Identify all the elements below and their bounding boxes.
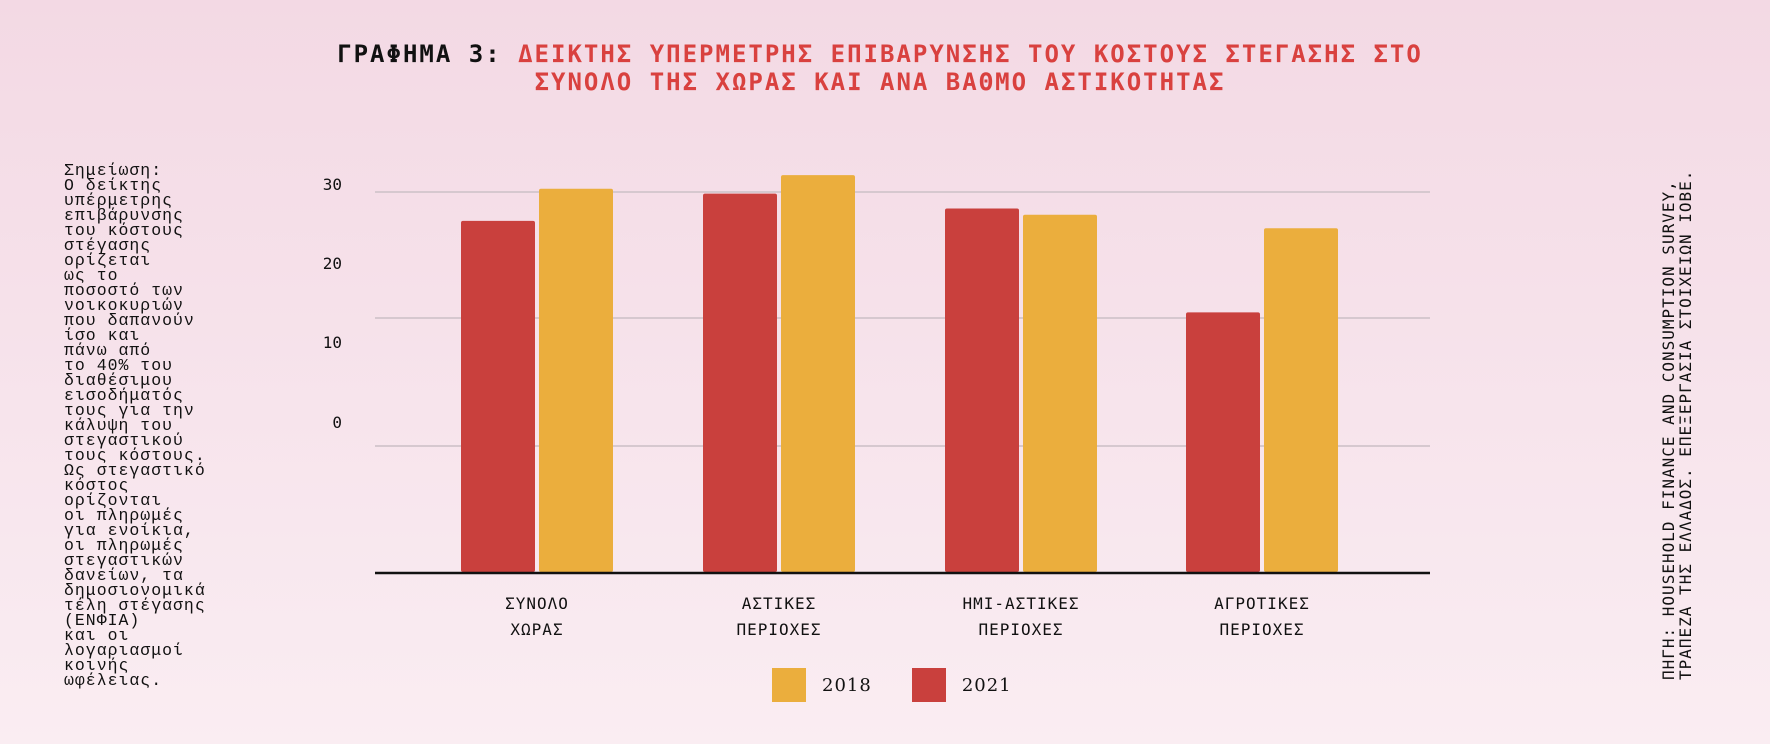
- x-category-label: ΑΓΡΟΤΙΚΕΣ: [1214, 594, 1310, 613]
- x-category-label: ΠΕΡΙΟΧΕΣ: [1219, 620, 1304, 639]
- bar-2021: [945, 208, 1019, 572]
- title-line1: ΔΕΙΚΤΗΣ ΥΠΕΡΜΕΤΡΗΣ ΕΠΙΒΑΡΥΝΣΗΣ ΤΟΥ ΚΟΣΤΟ…: [518, 40, 1423, 68]
- chart-title: ΓΡΑΦΗΜΑ 3: ΔΕΙΚΤΗΣ ΥΠΕΡΜΕΤΡΗΣ ΕΠΙΒΑΡΥΝΣΗ…: [240, 40, 1520, 96]
- title-line2: ΣΥΝΟΛΟ ΤΗΣ ΧΩΡΑΣ ΚΑΙ ΑΝΑ ΒΑΘΜΟ ΑΣΤΙΚΟΤΗΤ…: [534, 68, 1226, 96]
- bar-2018: [1023, 214, 1097, 572]
- y-tick-label: 10: [323, 333, 342, 352]
- source-line1: ΠΗΓΗ: HOUSEHOLD FINANCE AND CONSUMPTION …: [1659, 180, 1678, 680]
- note-text: Σημείωση: Ο δείκτης υπέρμετρης επιβάρυνσ…: [64, 161, 206, 690]
- bar-2021: [461, 220, 535, 572]
- chart-legend: 2018 2021: [772, 668, 1052, 702]
- legend-label-2018: 2018: [822, 674, 872, 696]
- source-line2: ΤΡΑΠΕΖΑ ΤΗΣ ΕΛΛΑΔΟΣ. ΕΠΕΞΕΡΓΑΣΙΑ ΣΤΟΙΧΕΙ…: [1676, 169, 1695, 680]
- legend-label-2021: 2021: [961, 674, 1012, 696]
- legend-swatch-2021: [911, 668, 946, 702]
- bar-2018: [1264, 228, 1338, 573]
- source-text: ΠΗΓΗ: HOUSEHOLD FINANCE AND CONSUMPTION …: [1659, 100, 1695, 680]
- bar-2018: [539, 188, 613, 572]
- legend-item-2018: 2018: [772, 668, 872, 702]
- bar-2021: [1186, 312, 1260, 572]
- y-tick-label: 30: [323, 175, 342, 194]
- x-category-label: ΠΕΡΙΟΧΕΣ: [978, 620, 1063, 639]
- title-prefix: ΓΡΑΦΗΜΑ 3:: [337, 40, 502, 68]
- legend-item-2021: 2021: [911, 668, 1012, 702]
- x-category-label: ΑΣΤΙΚΕΣ: [742, 594, 816, 613]
- x-category-label: ΗΜΙ-ΑΣΤΙΚΕΣ: [963, 594, 1080, 613]
- x-category-label: ΣΥΝΟΛΟ: [505, 594, 569, 613]
- bar-2018: [781, 175, 855, 573]
- x-category-label: ΧΩΡΑΣ: [510, 620, 563, 639]
- y-tick-label: 0: [332, 413, 342, 432]
- bar-2021: [703, 193, 777, 572]
- bar-chart: 30 20 10 0 ΣΥΝΟΛΟ ΧΩΡΑΣ ΑΣΤΙΚΕΣ ΠΕΡΙΟΧΕΣ ΗΜΙ-ΑΣΤ…: [323, 175, 1430, 639]
- y-tick-label: 20: [323, 254, 342, 273]
- x-category-label: ΠΕΡΙΟΧΕΣ: [736, 620, 821, 639]
- legend-swatch-2018: [772, 668, 806, 702]
